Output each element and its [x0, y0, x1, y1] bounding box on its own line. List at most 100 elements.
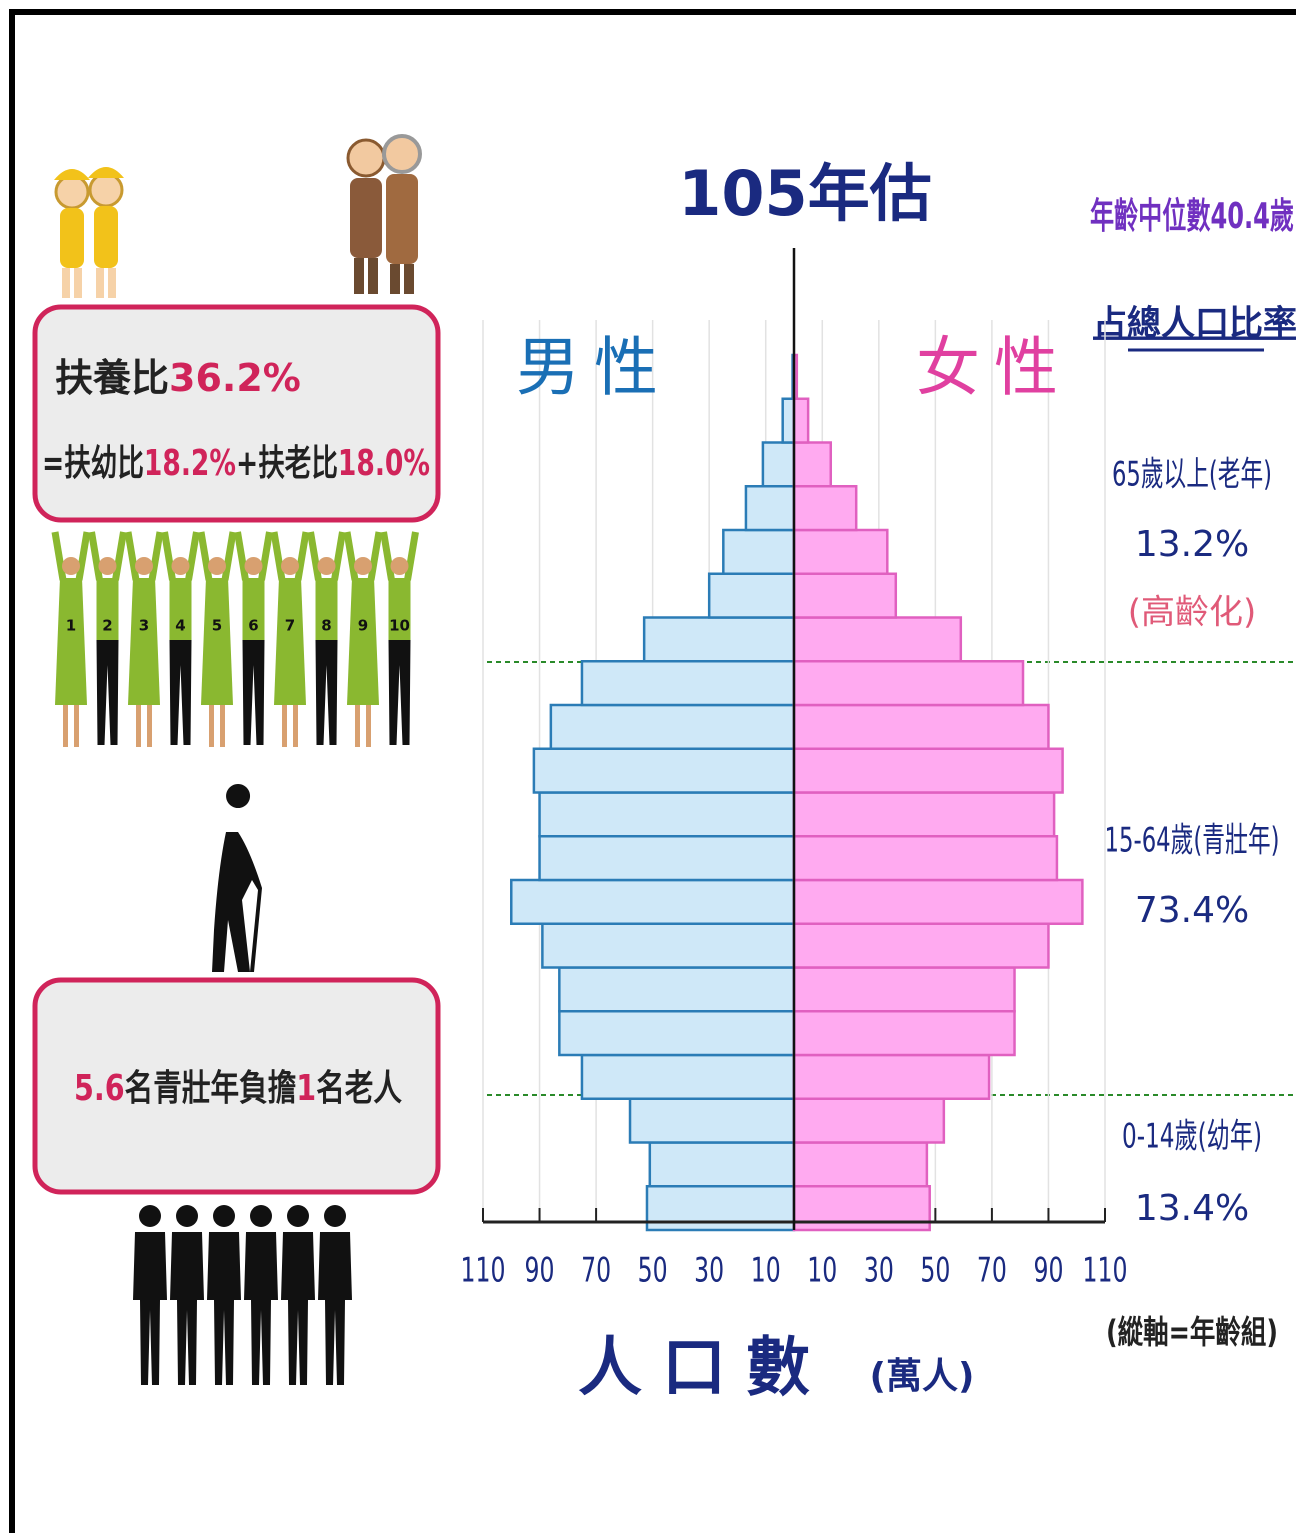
person: 3 [124, 531, 164, 747]
leg [293, 705, 298, 747]
shirt [242, 578, 265, 640]
person-number: 10 [389, 617, 410, 635]
workers-row [133, 1205, 352, 1385]
worker-silhouette [318, 1205, 352, 1385]
bar [792, 703, 1050, 750]
bar [538, 791, 796, 838]
shirt [388, 578, 411, 640]
leg [63, 705, 68, 747]
arm [124, 531, 140, 581]
head [98, 557, 117, 575]
head [135, 557, 153, 575]
x-tick-label: 50 [638, 1251, 668, 1291]
person-number: 1 [66, 617, 76, 635]
bar [792, 572, 898, 619]
bar [648, 1141, 796, 1188]
legend-label: 女性 [916, 332, 1072, 406]
support-box [32, 977, 441, 1195]
pants [388, 640, 411, 745]
bar [792, 441, 833, 488]
arm [197, 531, 213, 581]
value: 36.2% [169, 356, 301, 400]
bar [722, 528, 796, 575]
group-note: (高齡化) [1128, 593, 1257, 633]
arm [161, 531, 176, 581]
frame [9, 9, 1296, 1537]
person-number: 6 [248, 617, 258, 635]
dress [128, 578, 160, 705]
bar [558, 1010, 796, 1057]
body [244, 1232, 278, 1385]
bar [744, 485, 796, 532]
shirt [169, 578, 192, 640]
chart-title: 105年估 [678, 157, 931, 230]
bar [642, 616, 796, 663]
arm [270, 531, 286, 581]
bar [580, 1053, 796, 1100]
person: 8 [307, 531, 346, 745]
group-share: 73.4% [1135, 890, 1249, 931]
arm [307, 531, 322, 581]
x-tick-label: 110 [1083, 1251, 1128, 1291]
worker-silhouette [170, 1205, 204, 1385]
bar [792, 966, 1016, 1013]
bar [792, 1053, 991, 1100]
x-tick-label: 10 [807, 1251, 837, 1291]
group-label: 65歲以上(老年) [1112, 455, 1272, 495]
person-number: 9 [358, 617, 368, 635]
shirt [315, 578, 338, 640]
person: 2 [88, 531, 127, 745]
leg [209, 705, 214, 747]
bar [628, 1097, 796, 1144]
label: 名青壯年負擔 [125, 1068, 297, 1109]
person-number: 5 [212, 617, 222, 635]
bar [549, 703, 796, 750]
arm [331, 531, 346, 581]
elderly-icon [346, 134, 422, 294]
axis-note: (縱軸=年齡組) [1106, 1313, 1278, 1351]
head [62, 557, 80, 575]
label: 扶養比 [55, 356, 169, 400]
arm [234, 531, 249, 581]
group-label: 15-64歲(青壯年) [1105, 821, 1280, 861]
worker-silhouette [244, 1205, 278, 1385]
arm [112, 531, 127, 581]
share-heading: 占總人口比率 [1093, 304, 1296, 344]
bar [707, 572, 796, 619]
head [208, 557, 226, 575]
x-axis-unit: (萬人) [870, 1356, 975, 1397]
arm [88, 531, 103, 581]
bar [792, 1010, 1016, 1057]
arm [343, 531, 359, 581]
worker-silhouette [281, 1205, 315, 1385]
dependency-line1: 扶養比36.2% [55, 356, 301, 400]
person: 10 [380, 531, 419, 745]
worker-silhouette [207, 1205, 241, 1385]
dress [55, 578, 87, 705]
leg [220, 705, 225, 747]
person-number: 7 [285, 617, 295, 635]
bar [792, 397, 810, 444]
head [171, 557, 190, 575]
x-tick-label: 70 [977, 1251, 1007, 1291]
person: 6 [234, 531, 273, 745]
shirt [96, 578, 119, 640]
x-tick-label: 30 [694, 1251, 724, 1291]
bar [510, 878, 796, 925]
arm [221, 531, 237, 581]
group-share: 13.4% [1135, 1188, 1249, 1229]
head [354, 557, 372, 575]
people-row: 1 2 3 4 5 6 7 8 9 10 [51, 531, 419, 747]
dependency-box [32, 304, 441, 523]
body [281, 1232, 315, 1385]
dress [201, 578, 233, 705]
value: 18.0% [338, 443, 430, 484]
label: 名老人 [316, 1068, 402, 1109]
leg [147, 705, 152, 747]
bar [792, 791, 1056, 838]
person: 7 [270, 531, 310, 747]
person-number: 4 [175, 617, 185, 635]
bar [792, 1141, 929, 1188]
head [244, 557, 263, 575]
bar [781, 397, 796, 444]
